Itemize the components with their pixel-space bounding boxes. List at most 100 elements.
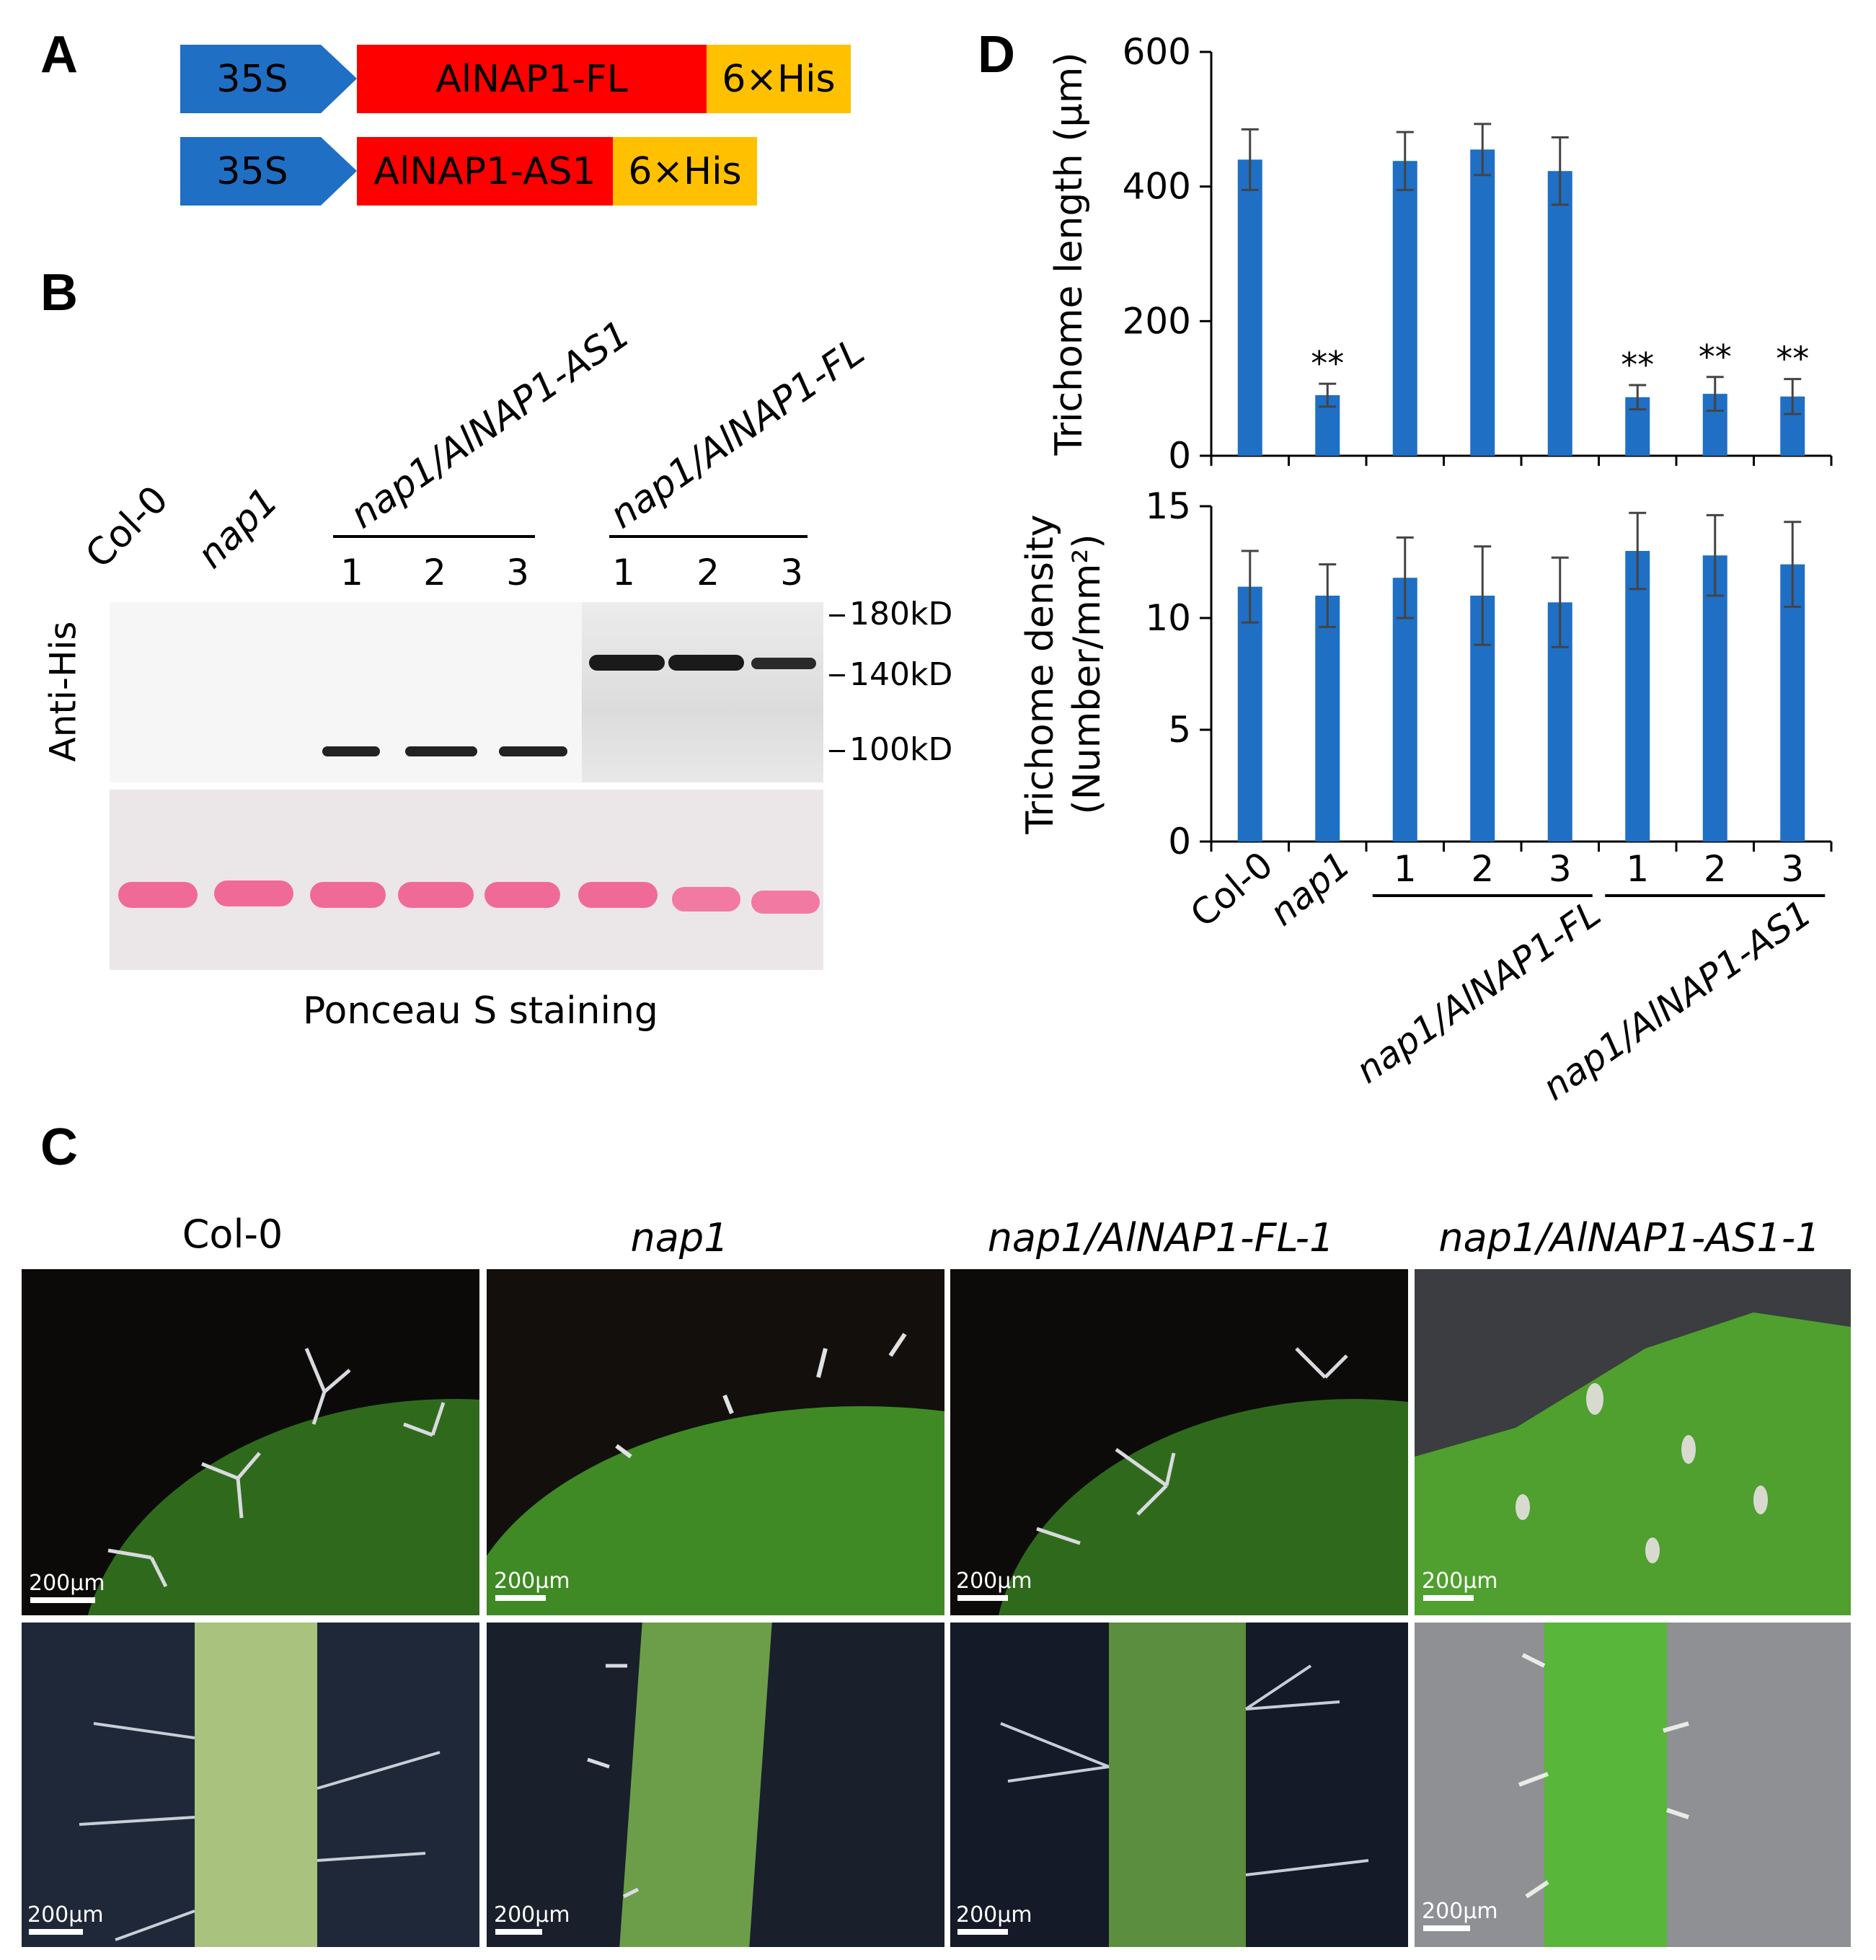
bar: [1392, 161, 1417, 456]
photo-leaf-col0: 200μm: [22, 1269, 479, 1615]
ponceau-band: [118, 882, 198, 908]
photo-title-fl1: nap1/AlNAP1-FL-1: [987, 1215, 1335, 1261]
scale-label: 200μm: [494, 1568, 570, 1594]
significance-label: **: [1776, 340, 1809, 379]
y-tick-label: 200: [1123, 300, 1191, 342]
tag-box-as1: 6×His: [613, 137, 757, 206]
band-fl-3: [751, 658, 816, 669]
lane-number: 2: [696, 552, 720, 593]
stem: [1544, 1623, 1667, 1947]
band-fl-1: [589, 655, 665, 671]
lane-number: 3: [506, 552, 529, 593]
lane-label-col0: Col-0: [77, 477, 177, 577]
bar: [1470, 149, 1495, 456]
y-tick-label: 600: [1123, 31, 1191, 73]
mw-tick: [829, 614, 845, 617]
photo-title-nap1: nap1: [630, 1215, 729, 1261]
ponceau-band: [578, 882, 658, 908]
mw-label: 140kD: [849, 656, 953, 693]
scale-label: 200μm: [29, 1571, 105, 1596]
y-tick-label: 15: [1145, 485, 1191, 527]
ponceau-band: [214, 880, 293, 906]
panel-b-label: B: [40, 264, 78, 322]
panel-d-label: D: [978, 26, 1015, 84]
scale-bar: [495, 1595, 546, 1601]
y-axis-title: Trichome density: [1019, 514, 1062, 834]
photo-leaf-fl1: 200μm: [950, 1269, 1408, 1615]
gene-box-as1: AlNAP1-AS1: [357, 137, 613, 206]
western-blot-image: [110, 602, 823, 782]
photo-stem-nap1: 200μm: [487, 1623, 944, 1947]
mw-label: 100kD: [849, 731, 953, 768]
gene-box-fl: AlNAP1-FL: [357, 45, 707, 113]
group-label-as1: nap1/AlNAP1-AS1: [342, 312, 639, 537]
scale-label: 200μm: [956, 1902, 1032, 1928]
lane-number: 3: [780, 552, 803, 593]
y-tick-label: 0: [1168, 821, 1191, 862]
mw-label: 180kD: [849, 596, 953, 632]
x-tick-label: 1: [1626, 848, 1649, 890]
ponceau-band: [672, 887, 740, 911]
significance-label: **: [1699, 337, 1732, 376]
smear-fl: [582, 602, 823, 782]
group-label-fl: nap1/AlNAP1-FL: [602, 330, 872, 537]
x-tick-label: 3: [1549, 848, 1572, 890]
lane-number: 1: [340, 552, 363, 593]
photo-stem-col0: 200μm: [22, 1623, 479, 1947]
bar: [1392, 578, 1417, 842]
scale-label: 200μm: [1422, 1899, 1498, 1924]
scale-bar: [30, 1597, 95, 1603]
lane-number: 1: [612, 552, 635, 593]
y-axis-title: (Number/mm²): [1066, 534, 1109, 814]
bar: [1780, 564, 1805, 842]
band-as1-3: [499, 746, 567, 756]
scale-bar: [957, 1595, 1008, 1601]
band-fl-2: [668, 655, 744, 671]
y-tick-label: 0: [1168, 435, 1191, 477]
photo-leaf-nap1: 200μm: [487, 1269, 944, 1615]
photo-title-as11: nap1/AlNAP1-AS1-1: [1438, 1215, 1820, 1261]
y-tick-label: 5: [1168, 709, 1191, 751]
scale-label: 200μm: [27, 1902, 104, 1928]
significance-label: **: [1621, 345, 1654, 384]
stem: [195, 1623, 317, 1947]
x-tick-label: Col-0: [1182, 844, 1280, 936]
scale-label: 200μm: [956, 1568, 1032, 1594]
band-as1-1: [322, 746, 380, 756]
promoter-arrow-fl: [180, 45, 357, 113]
photo-title-col0: Col-0: [182, 1211, 283, 1257]
antibody-label: Anti-His: [42, 621, 84, 762]
y-tick-label: 10: [1145, 597, 1191, 639]
group-line-fl: [609, 535, 808, 538]
x-tick-label: 2: [1471, 848, 1494, 890]
stem: [1109, 1623, 1246, 1947]
y-tick-label: 400: [1123, 166, 1191, 208]
x-tick-label: 2: [1704, 848, 1727, 890]
panel-a-label: A: [40, 26, 78, 84]
staining-label: Ponceau S staining: [303, 989, 658, 1033]
x-tick-label: nap1: [1262, 844, 1358, 934]
photo-stem-fl1: 200μm: [950, 1623, 1408, 1947]
ponceau-band: [751, 891, 820, 914]
ponceau-band: [310, 882, 386, 908]
scale-bar: [1423, 1595, 1474, 1601]
panel-c-label: C: [40, 1118, 78, 1176]
lane-label-nap1: nap1: [189, 479, 287, 577]
ponceau-image: [110, 790, 823, 970]
bar: [1702, 555, 1727, 842]
significance-label: **: [1311, 344, 1344, 383]
bar: [1315, 596, 1340, 842]
band-as1-2: [405, 746, 477, 756]
scale-bar: [29, 1929, 83, 1935]
bar: [1547, 171, 1572, 456]
bar-charts: 0 200 400 600 ** ** ** ** Trichome length (μm) 0 5…: [1019, 31, 1833, 1108]
scale-label: 200μm: [1422, 1568, 1498, 1594]
promoter-label-as1: 35S: [216, 149, 288, 193]
bar: [1237, 586, 1262, 842]
photo-leaf-as11: 200μm: [1415, 1269, 1851, 1615]
group-line-as1: [333, 535, 535, 538]
scale-bar: [957, 1929, 1008, 1935]
ponceau-band: [398, 882, 474, 908]
bar: [1237, 159, 1262, 456]
x-tick-label: 3: [1781, 848, 1804, 890]
